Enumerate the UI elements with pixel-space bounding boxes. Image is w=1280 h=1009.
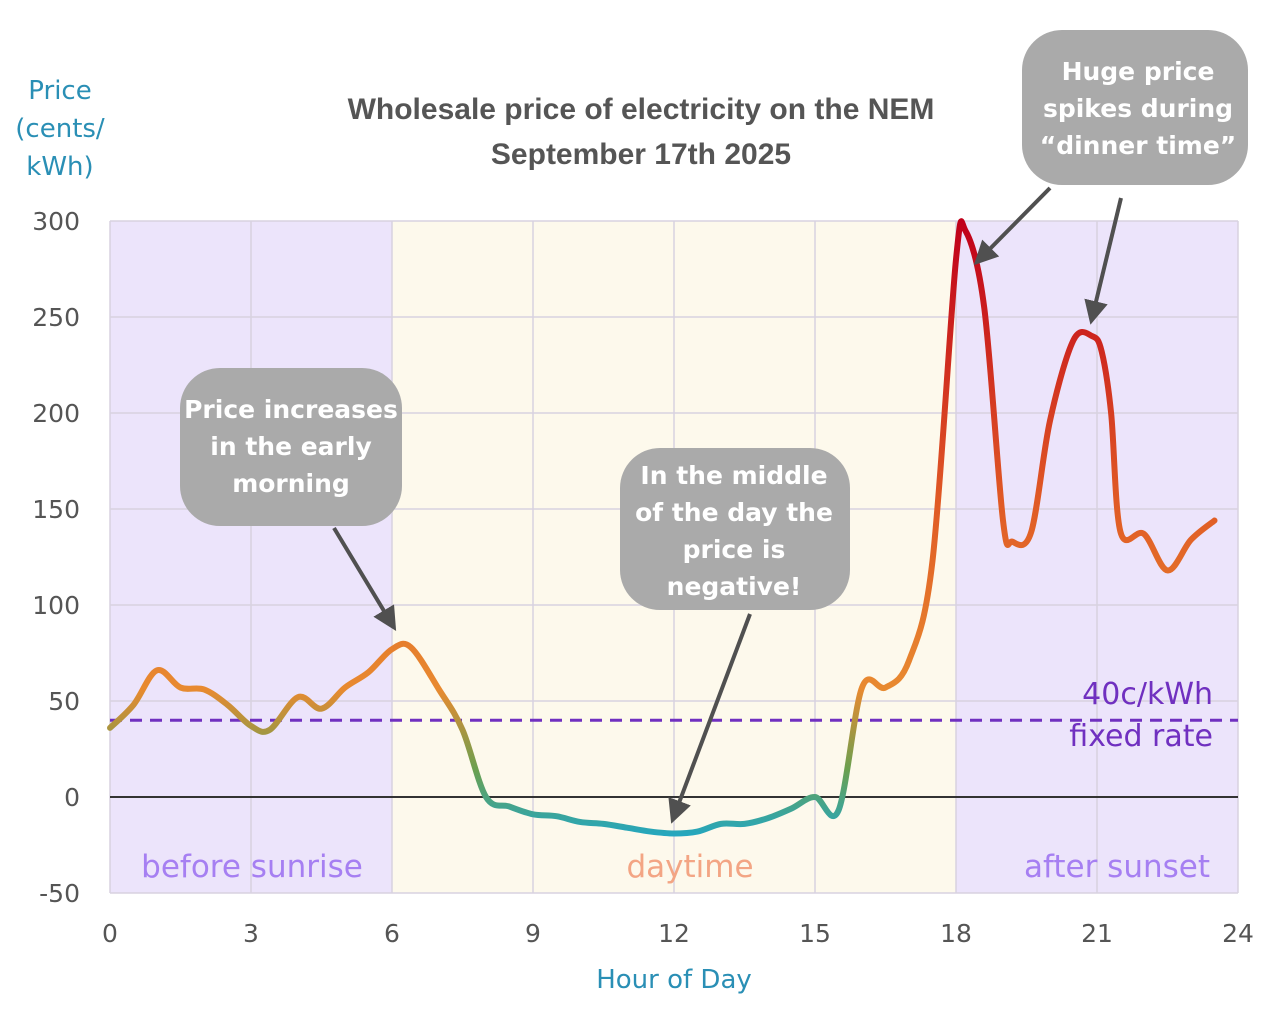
annotation-bubble bbox=[1022, 30, 1248, 185]
x-tick-label: 9 bbox=[525, 919, 541, 948]
price-line bbox=[107, 218, 1218, 837]
annotation-text: price is bbox=[683, 535, 786, 564]
reference-label: fixed rate bbox=[1069, 719, 1213, 754]
annotation-text: in the early bbox=[210, 432, 372, 461]
y-tick-label: 100 bbox=[32, 591, 80, 620]
x-tick-label: 6 bbox=[384, 919, 400, 948]
y-tick-label: 300 bbox=[32, 207, 80, 236]
y-tick-label: 200 bbox=[32, 399, 80, 428]
annotation-arrow bbox=[1084, 197, 1123, 325]
annotation-bubble bbox=[180, 368, 402, 526]
y-axis-label: Price bbox=[28, 76, 91, 106]
y-axis-label: kWh) bbox=[26, 152, 93, 182]
annotation-arrow bbox=[668, 613, 752, 824]
chart-title: Wholesale price of electricity on the NE… bbox=[348, 93, 935, 126]
annotation-text: In the middle bbox=[640, 461, 827, 490]
region-label: daytime bbox=[626, 849, 753, 885]
x-tick-label: 0 bbox=[102, 919, 118, 948]
x-axis-label: Hour of Day bbox=[596, 965, 752, 995]
annotation-arrow bbox=[332, 526, 397, 632]
annotation-text: morning bbox=[232, 469, 350, 498]
annotation-text: Huge price bbox=[1062, 57, 1215, 86]
x-tick-label: 15 bbox=[799, 919, 831, 948]
y-tick-label: 250 bbox=[32, 303, 80, 332]
annotation-text: “dinner time” bbox=[1040, 131, 1236, 160]
annotation-text: of the day the bbox=[635, 498, 833, 527]
annotation-text: negative! bbox=[667, 572, 802, 601]
chart-title: September 17th 2025 bbox=[491, 138, 791, 171]
annotation-bubble bbox=[620, 448, 850, 610]
x-tick-label: 3 bbox=[243, 919, 259, 948]
y-tick-label: 0 bbox=[64, 783, 80, 812]
region-label: after sunset bbox=[1024, 849, 1210, 885]
region-label: before sunrise bbox=[141, 849, 363, 885]
annotation-text: spikes during bbox=[1043, 94, 1233, 123]
annotation-arrow bbox=[973, 186, 1052, 266]
x-tick-label: 18 bbox=[940, 919, 972, 948]
y-tick-label: -50 bbox=[39, 879, 80, 908]
y-tick-label: 150 bbox=[32, 495, 80, 524]
x-tick-label: 21 bbox=[1081, 919, 1113, 948]
y-axis-label: (cents/ bbox=[15, 114, 105, 144]
x-tick-label: 12 bbox=[658, 919, 690, 948]
x-tick-label: 24 bbox=[1222, 919, 1254, 948]
annotation-text: Price increases bbox=[184, 395, 398, 424]
y-tick-label: 50 bbox=[48, 687, 80, 716]
reference-label: 40c/kWh bbox=[1082, 677, 1213, 712]
